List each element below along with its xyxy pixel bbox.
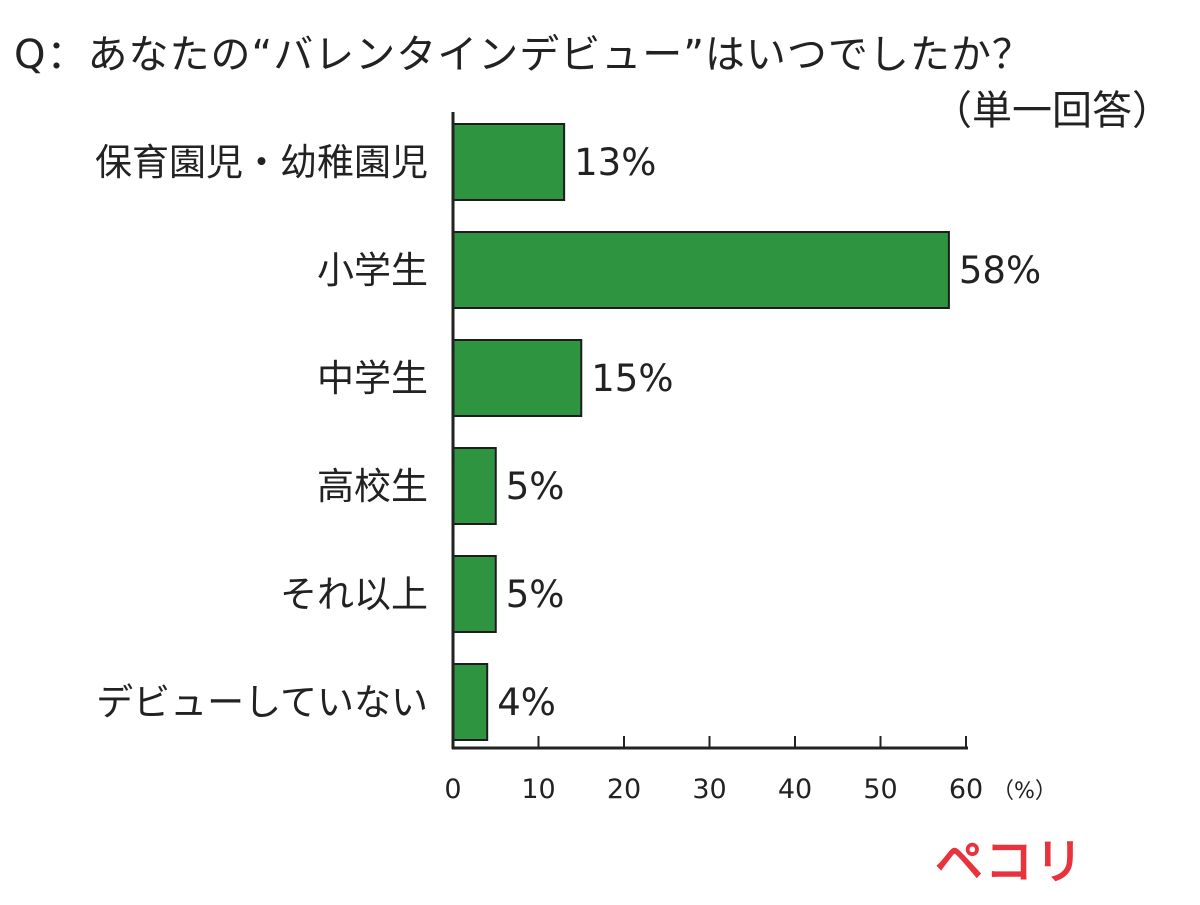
plot-area: 保育園児・幼稚園児 13% 小学生 58% 中学生 15% 高校生 5% それ以上 5% デビューし… (95, 112, 1057, 805)
bar (452, 447, 497, 525)
x-tick-label: 10 (521, 774, 555, 805)
value-label: 58% (959, 249, 1041, 292)
bar (452, 663, 489, 741)
x-tick-label: 30 (692, 774, 726, 805)
value-label: 4% (497, 681, 556, 724)
category-label: 高校生 (317, 465, 428, 508)
bar (452, 339, 583, 417)
x-tick-label: 50 (863, 774, 897, 805)
x-unit-label: （%） (992, 779, 1057, 804)
value-label: 5% (506, 465, 565, 508)
category-label: 保育園児・幼稚園児 (95, 141, 428, 184)
bar (452, 123, 566, 201)
category-label: 小学生 (317, 249, 428, 292)
category-label: デビューしていない (96, 681, 428, 724)
category-label: それ以上 (280, 573, 428, 616)
chart-subtitle: （単一回答） (932, 88, 1172, 134)
bar (452, 231, 950, 309)
chart-title: Q：あなたの“バレンタインデビュー”はいつでしたか？ (14, 32, 1033, 78)
x-tick-label: 40 (778, 774, 812, 805)
x-tick-label: 20 (607, 774, 641, 805)
value-label: 13% (574, 141, 656, 184)
value-label: 5% (506, 573, 565, 616)
value-label: 15% (591, 357, 673, 400)
category-label: 中学生 (317, 357, 428, 400)
bar (452, 555, 497, 633)
x-tick-label: 60 (949, 774, 983, 805)
x-tick-label: 0 (444, 774, 461, 805)
brand-logo: ペコリ (935, 834, 1086, 890)
